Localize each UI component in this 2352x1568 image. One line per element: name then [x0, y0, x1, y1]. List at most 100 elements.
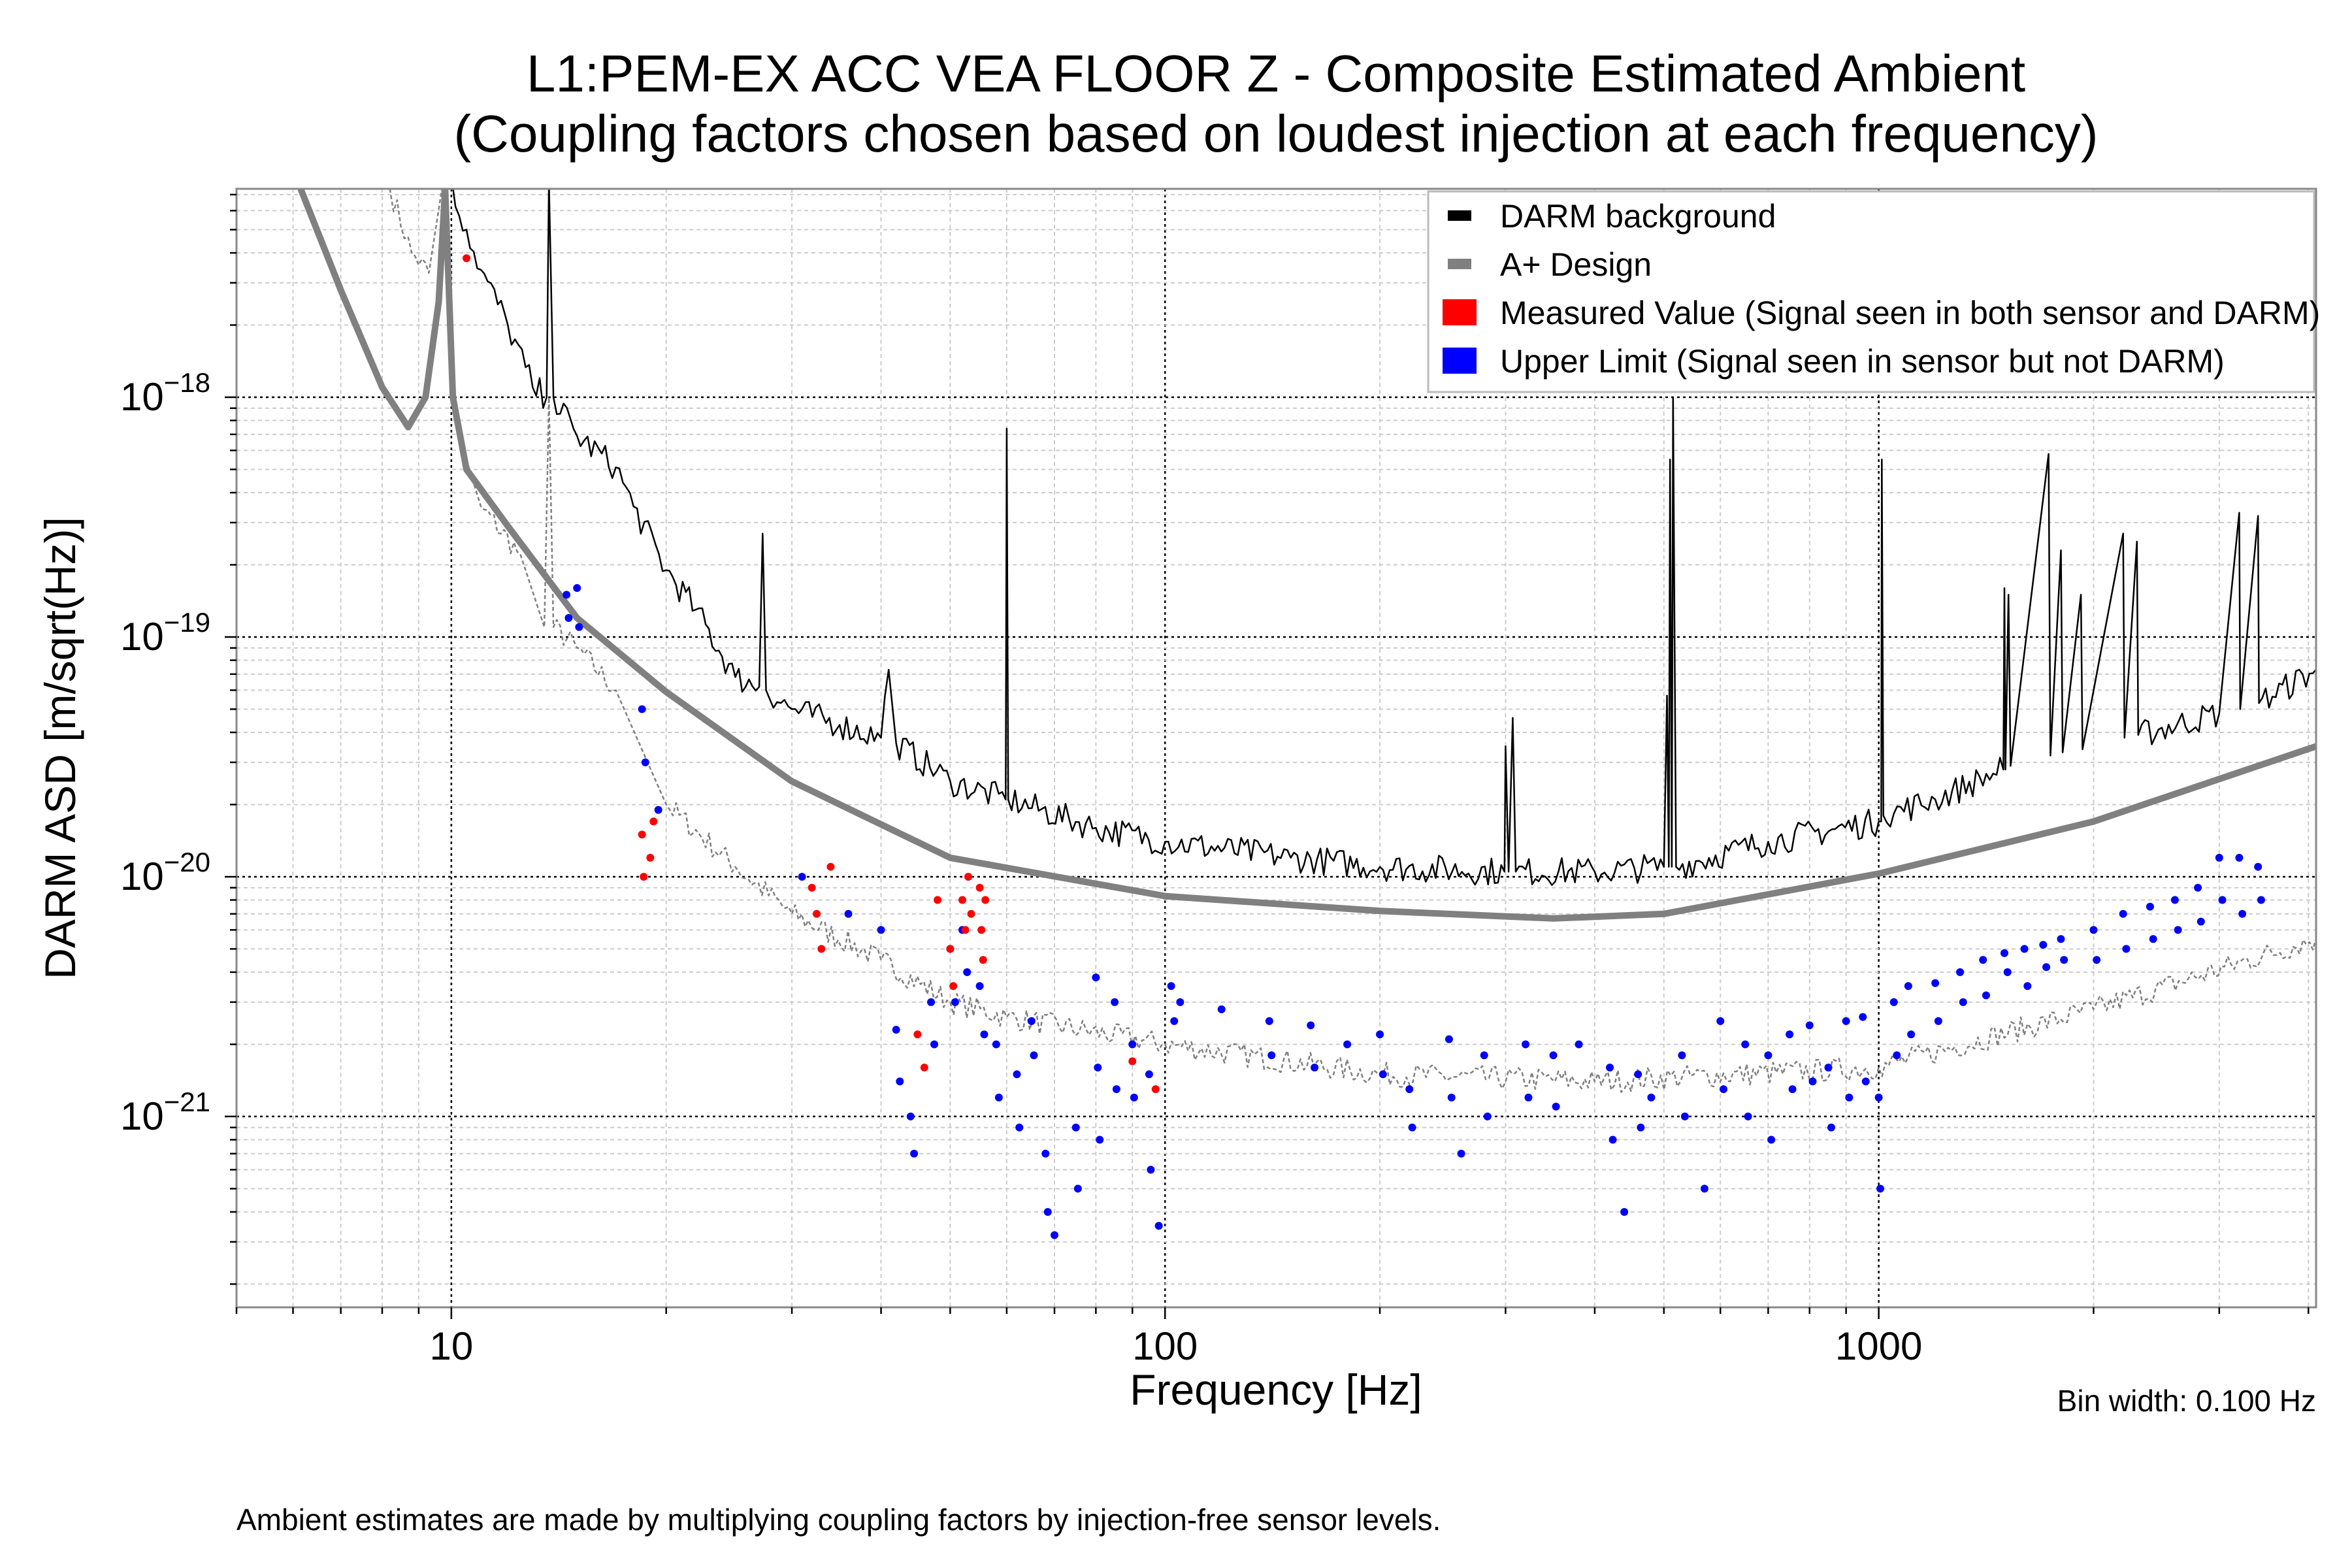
- measured-point: [913, 1030, 922, 1039]
- y-tick-base: 10: [120, 855, 164, 898]
- upper-limit-point: [1447, 1093, 1456, 1102]
- upper-limit-point: [1130, 1093, 1138, 1102]
- upper-limit-point: [994, 1093, 1003, 1102]
- upper-limit-point: [1552, 1102, 1560, 1111]
- upper-limit-point: [1217, 1005, 1226, 1013]
- upper-limit-point: [1147, 1166, 1155, 1174]
- x-tick-label: 1000: [1835, 1324, 1922, 1368]
- upper-limit-point: [1013, 1070, 1021, 1079]
- upper-limit-point: [930, 1040, 939, 1049]
- upper-limit-point: [951, 998, 959, 1006]
- upper-limit-point: [1874, 1093, 1883, 1102]
- upper-limit-point: [992, 1040, 1000, 1049]
- measured-point: [934, 896, 942, 904]
- legend-box: [1427, 190, 2315, 393]
- upper-limit-point: [2020, 945, 2029, 953]
- measured-point: [813, 909, 821, 918]
- measured-point: [981, 896, 990, 904]
- measured-point: [817, 945, 826, 953]
- upper-limit-point: [892, 1026, 900, 1034]
- upper-limit-point: [2194, 883, 2202, 892]
- footnote: Ambient estimates are made by multiplyin…: [237, 1503, 1441, 1537]
- upper-limit-point: [1524, 1093, 1533, 1102]
- upper-limit-point: [1786, 1030, 1794, 1039]
- upper-limit-point: [2000, 949, 2008, 957]
- upper-limit-point: [1030, 1051, 1038, 1060]
- y-axis-label: DARM ASD [m/sqrt(Hz)]: [36, 517, 84, 979]
- upper-limit-point: [1071, 1123, 1080, 1132]
- upper-limit-point: [1112, 1085, 1120, 1094]
- upper-limit-point: [1678, 1051, 1686, 1060]
- upper-limit-point: [2218, 896, 2227, 904]
- upper-limit-point: [1634, 1070, 1642, 1079]
- upper-limit-point: [573, 584, 581, 593]
- legend-label: Measured Value (Signal seen in both sens…: [1500, 295, 2320, 331]
- upper-limit-point: [2042, 963, 2051, 972]
- upper-limit-point: [2039, 941, 2048, 949]
- upper-limit-point: [1405, 1085, 1414, 1094]
- upper-limit-point: [2174, 926, 2182, 934]
- upper-limit-point: [654, 806, 662, 814]
- upper-limit-point: [1764, 1051, 1772, 1060]
- upper-limit-point: [1265, 1017, 1273, 1025]
- upper-limit-point: [1979, 956, 1987, 964]
- upper-limit-point: [1522, 1040, 1530, 1049]
- chart-title-line2: (Coupling factors chosen based on loudes…: [453, 105, 2098, 163]
- measured-point: [949, 982, 958, 990]
- measured-point: [977, 926, 986, 934]
- upper-limit-point: [1824, 1064, 1833, 1072]
- upper-limit-point: [1808, 1077, 1817, 1086]
- x-tick-label: 100: [1132, 1324, 1198, 1368]
- upper-limit-point: [1096, 1135, 1104, 1144]
- measured-point: [462, 254, 470, 263]
- upper-limit-point: [1094, 1064, 1102, 1072]
- upper-limit-point: [1167, 982, 1175, 990]
- legend: DARM background A+ Design Measured Value (…: [1427, 190, 2320, 393]
- upper-limit-point: [2003, 968, 2012, 976]
- upper-limit-point: [963, 968, 972, 976]
- upper-limit-point: [638, 705, 646, 713]
- upper-limit-point: [877, 926, 885, 934]
- upper-limit-point: [1842, 1017, 1850, 1025]
- plot-area: [297, 189, 2316, 1239]
- chart-title-line1: L1:PEM-EX ACC VEA FLOOR Z - Composite Es…: [527, 44, 2025, 103]
- upper-limit-point: [563, 591, 571, 599]
- upper-limit-point: [2093, 956, 2101, 964]
- upper-limit-point: [1480, 1051, 1488, 1060]
- y-tick-exponent: −20: [164, 847, 210, 877]
- upper-limit-point: [2089, 926, 2098, 934]
- y-tick-label: 10−21: [120, 1086, 210, 1138]
- upper-limit-point: [1015, 1123, 1024, 1132]
- upper-limit-point: [844, 909, 853, 918]
- measured-point: [946, 945, 955, 953]
- measured-point: [826, 862, 835, 871]
- upper-limit-point: [1408, 1123, 1416, 1132]
- upper-limit-point: [575, 623, 583, 631]
- upper-limit-point: [1343, 1040, 1352, 1049]
- legend-label: A+ Design: [1500, 246, 1652, 283]
- series-dashed-line: [389, 189, 2316, 1093]
- measured-point: [640, 872, 648, 881]
- upper-limit-point: [1457, 1149, 1465, 1158]
- upper-limit-point: [1483, 1112, 1492, 1120]
- upper-limit-point: [1767, 1135, 1776, 1144]
- upper-limit-point: [896, 1077, 904, 1086]
- upper-limit-point: [2170, 896, 2179, 904]
- upper-limit-point: [1027, 1017, 1036, 1025]
- upper-limit-point: [1700, 1184, 1708, 1193]
- upper-limit-point: [1145, 1070, 1153, 1079]
- measured-point: [649, 817, 658, 826]
- measured-point: [1128, 1057, 1137, 1066]
- upper-limit-point: [1379, 1070, 1387, 1079]
- upper-limit-point: [1982, 991, 1990, 1000]
- upper-limit-point: [1376, 1030, 1384, 1039]
- y-tick-exponent: −18: [164, 367, 210, 398]
- measured-point: [638, 830, 646, 839]
- upper-limit-point: [1051, 1231, 1059, 1239]
- upper-limit-point: [2057, 935, 2065, 943]
- upper-limit-point: [2257, 896, 2265, 904]
- series-thin-line: [452, 189, 2316, 887]
- x-axis-label: Frequency [Hz]: [1130, 1365, 1422, 1414]
- measured-point: [920, 1064, 928, 1072]
